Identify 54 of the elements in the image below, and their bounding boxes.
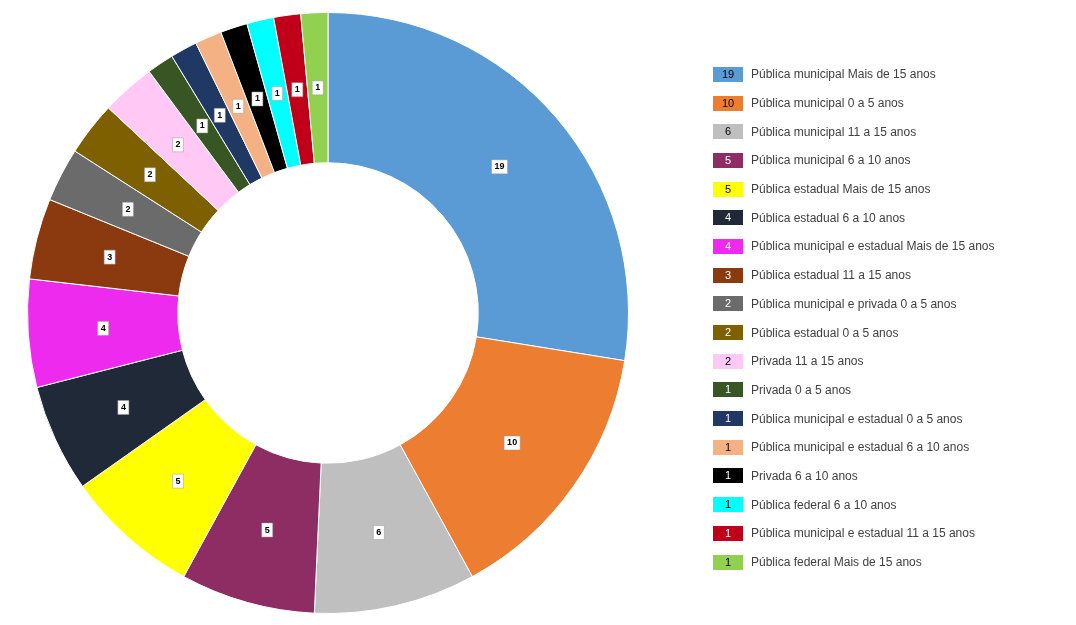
text: 5 (713, 152, 743, 168)
text: 2 (713, 296, 743, 312)
legend-label: Pública estadual Mais de 15 anos (751, 182, 931, 197)
data-label: 4 (100, 322, 106, 333)
data-label: 1 (294, 84, 300, 95)
data-label: 1 (274, 87, 280, 98)
legend-label: Pública federal 6 a 10 anos (751, 497, 897, 512)
text: 5 (713, 181, 743, 197)
data-label: 2 (175, 139, 181, 150)
legend-label: Pública municipal 11 a 15 anos (751, 124, 917, 139)
legend-label: Pública municipal Mais de 15 anos (751, 67, 936, 82)
text: 1 (713, 439, 743, 455)
data-label: 4 (120, 401, 126, 412)
text: 4 (713, 210, 743, 226)
legend-label: Pública municipal 6 a 10 anos (751, 153, 911, 168)
legend-label: Privada 6 a 10 anos (751, 468, 858, 483)
text: 2 (713, 353, 743, 369)
legend-label: Pública federal Mais de 15 anos (751, 555, 922, 570)
legend-label: Pública municipal e estadual Mais de 15 anos (751, 239, 995, 254)
text: 1 (713, 382, 743, 398)
text: 4 (713, 238, 743, 254)
data-label: 2 (125, 203, 131, 214)
text: 1 (713, 525, 743, 541)
legend-label: Pública estadual 0 a 5 anos (751, 325, 899, 340)
legend-label: Pública estadual 6 a 10 anos (751, 210, 906, 225)
data-label: 2 (147, 169, 153, 180)
data-label: 3 (107, 251, 113, 262)
data-label: 5 (264, 524, 270, 535)
legend-label: Pública municipal e estadual 11 a 15 anos (751, 526, 975, 541)
data-label: 1 (199, 120, 205, 131)
data-label: 1 (315, 82, 321, 93)
text: 19 (713, 66, 743, 82)
text: 2 (713, 325, 743, 341)
legend-label: Pública estadual 11 a 15 anos (751, 268, 911, 283)
text: 6 (713, 124, 743, 140)
text: 1 (713, 411, 743, 427)
legend-label: Pública municipal 0 a 5 anos (751, 96, 904, 111)
data-label: 1 (235, 100, 241, 111)
data-label: 1 (254, 93, 260, 104)
data-label: 6 (376, 527, 382, 538)
legend-label: Pública municipal e estadual 0 a 5 anos (751, 411, 963, 426)
legend-label: Privada 0 a 5 anos (751, 382, 852, 397)
data-label: 5 (175, 475, 181, 486)
data-label: 10 (507, 437, 518, 448)
legend-label: Pública municipal e estadual 6 a 10 anos (751, 440, 970, 455)
data-label: 19 (494, 161, 505, 172)
text: 1 (713, 468, 743, 484)
text: 1 (713, 497, 743, 513)
text: 3 (713, 267, 743, 283)
legend-label: Privada 11 a 15 anos (751, 354, 864, 369)
legend-label: Pública municipal e privada 0 a 5 anos (751, 296, 957, 311)
text: 1 (713, 554, 743, 570)
data-label: 1 (217, 109, 223, 120)
text: 10 (713, 95, 743, 111)
